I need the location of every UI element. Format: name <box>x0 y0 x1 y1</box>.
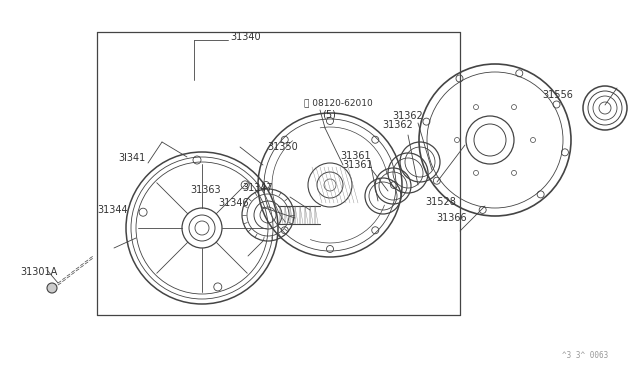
Text: 31347: 31347 <box>242 183 273 193</box>
Text: 31344: 31344 <box>97 205 127 215</box>
Text: 31366: 31366 <box>436 213 467 223</box>
Text: ^3 3^ 0063: ^3 3^ 0063 <box>562 351 608 360</box>
Text: 31361: 31361 <box>340 151 371 161</box>
Text: 31362: 31362 <box>382 120 413 130</box>
Text: 31361: 31361 <box>342 160 372 170</box>
Text: Ⓑ 08120-62010: Ⓑ 08120-62010 <box>304 99 372 108</box>
Text: 31556: 31556 <box>542 90 573 100</box>
Circle shape <box>47 283 57 293</box>
Text: 31363: 31363 <box>190 185 221 195</box>
Text: 31362: 31362 <box>392 111 423 121</box>
Text: 31340: 31340 <box>230 32 260 42</box>
Text: 31346: 31346 <box>218 198 248 208</box>
Text: 3l341: 3l341 <box>118 153 145 163</box>
Text: 31528: 31528 <box>425 197 456 207</box>
Text: (5): (5) <box>322 109 336 119</box>
Text: 31301A: 31301A <box>20 267 57 277</box>
Text: 31350: 31350 <box>267 142 298 152</box>
